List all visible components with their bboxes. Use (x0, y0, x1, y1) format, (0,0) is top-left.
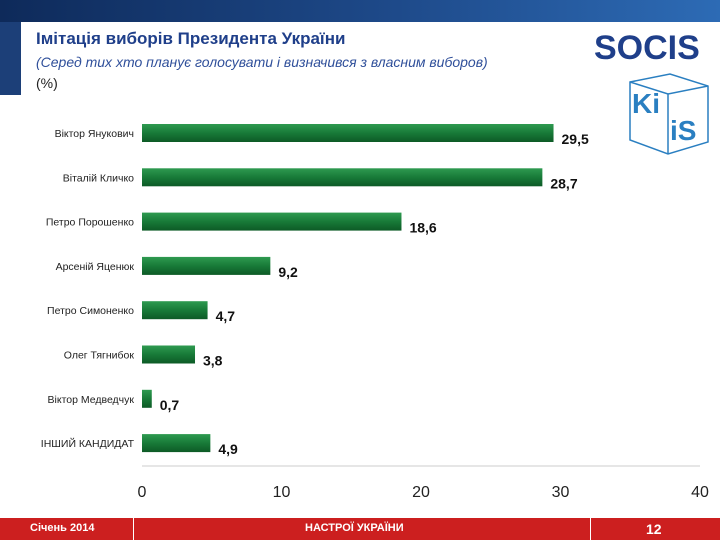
x-tick-label: 30 (552, 484, 570, 501)
data-label: 0,7 (160, 397, 180, 413)
bar (142, 301, 208, 320)
data-label: 4,9 (218, 441, 238, 457)
category-label: Віктор Янукович (55, 128, 134, 140)
kiis-logo-bottom: iS (670, 115, 696, 146)
bar (142, 124, 554, 142)
footer-bar: Січень 2014 НАСТРОЇ УКРАЇНИ 12 (0, 518, 720, 540)
data-label: 28,7 (550, 175, 577, 191)
bar (142, 256, 271, 275)
x-tick-label: 40 (691, 484, 709, 501)
data-label: 4,7 (216, 308, 236, 324)
page-title: Імітація виборів Президента України (36, 29, 346, 48)
bar-chart: Віктор Янукович 29,5 Віталій Кличко 28,7 Пет… (41, 124, 709, 501)
footer-title: НАСТРОЇ УКРАЇНИ (305, 522, 404, 534)
footer-divider (133, 518, 134, 540)
data-label: 3,8 (203, 353, 223, 369)
bar (142, 212, 402, 231)
bar (142, 345, 196, 364)
data-label: 9,2 (278, 264, 298, 280)
x-tick-label: 20 (412, 484, 430, 501)
socis-logo-text: SOCIS (594, 29, 700, 66)
header-band (0, 0, 720, 22)
page-subtitle: (Серед тих хто планує голосувати і визна… (36, 52, 506, 94)
category-label: Віталій Кличко (63, 172, 134, 184)
category-label: Олег Тягнибок (64, 350, 135, 362)
data-label: 29,5 (562, 131, 589, 147)
socis-logo: SOCIS (594, 29, 700, 66)
category-label: ІНШИЙ КАНДИДАТ (41, 437, 135, 450)
x-tick-label: 10 (273, 484, 291, 501)
data-label: 18,6 (409, 220, 436, 236)
x-tick-label: 0 (138, 484, 147, 501)
header-accent-bar (0, 22, 21, 95)
footer-divider (590, 518, 591, 540)
unit-label: (%) (36, 75, 58, 91)
kiis-logo-top: Ki (632, 88, 660, 119)
bar (142, 168, 543, 187)
footer-date: Січень 2014 (30, 522, 95, 534)
category-label: Петро Симоненко (47, 305, 134, 317)
subtitle-text: (Серед тих хто планує голосувати і визна… (36, 54, 488, 70)
kiis-logo: Ki iS (629, 73, 709, 155)
category-label: Арсеній Яценюк (56, 261, 135, 273)
category-label: Віктор Медведчук (48, 394, 135, 406)
bar (142, 389, 152, 408)
page-number: 12 (646, 521, 662, 537)
category-label: Петро Порошенко (46, 217, 134, 229)
bar (142, 434, 211, 453)
